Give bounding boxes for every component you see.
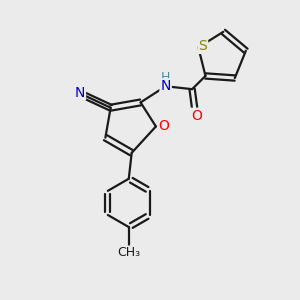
Text: H: H: [161, 71, 170, 85]
Text: N: N: [75, 85, 85, 100]
Text: O: O: [159, 119, 170, 134]
Text: CH₃: CH₃: [117, 247, 140, 260]
Text: N: N: [160, 79, 171, 93]
Text: S: S: [198, 39, 207, 53]
Text: O: O: [191, 109, 202, 123]
